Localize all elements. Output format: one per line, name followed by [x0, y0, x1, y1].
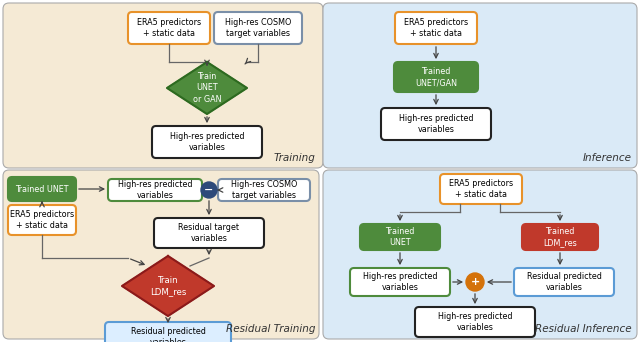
- FancyBboxPatch shape: [350, 268, 450, 296]
- Text: +: +: [470, 277, 479, 287]
- FancyBboxPatch shape: [514, 268, 614, 296]
- FancyBboxPatch shape: [394, 62, 478, 92]
- FancyBboxPatch shape: [381, 108, 491, 140]
- FancyBboxPatch shape: [323, 170, 637, 339]
- Text: Residual predicted
variables: Residual predicted variables: [527, 272, 602, 292]
- FancyBboxPatch shape: [522, 224, 598, 250]
- Text: Residual target
variables: Residual target variables: [179, 223, 239, 243]
- FancyBboxPatch shape: [154, 218, 264, 248]
- Text: Training: Training: [273, 153, 315, 163]
- Text: ERA5 predictors
+ static data: ERA5 predictors + static data: [404, 18, 468, 38]
- Text: Residual Inference: Residual Inference: [536, 324, 632, 334]
- FancyBboxPatch shape: [440, 174, 522, 204]
- Text: High-res predicted
variables: High-res predicted variables: [118, 180, 192, 200]
- FancyBboxPatch shape: [128, 12, 210, 44]
- FancyBboxPatch shape: [3, 3, 323, 168]
- FancyBboxPatch shape: [152, 126, 262, 158]
- FancyBboxPatch shape: [415, 307, 535, 337]
- FancyBboxPatch shape: [214, 12, 302, 44]
- Text: Residual predicted
variables: Residual predicted variables: [131, 327, 205, 342]
- Text: Trained
LDM_res: Trained LDM_res: [543, 227, 577, 247]
- FancyBboxPatch shape: [8, 205, 76, 235]
- FancyBboxPatch shape: [108, 179, 202, 201]
- Text: −: −: [204, 185, 214, 195]
- Text: Trained
UNET: Trained UNET: [385, 227, 415, 247]
- FancyBboxPatch shape: [360, 224, 440, 250]
- Text: High-res predicted
variables: High-res predicted variables: [438, 312, 512, 332]
- FancyBboxPatch shape: [323, 3, 637, 168]
- Text: ERA5 predictors
+ static data: ERA5 predictors + static data: [10, 210, 74, 230]
- Text: Train
LDM_res: Train LDM_res: [150, 276, 186, 296]
- Text: ERA5 predictors
+ static data: ERA5 predictors + static data: [449, 179, 513, 199]
- FancyBboxPatch shape: [8, 177, 76, 201]
- Text: Residual Training: Residual Training: [225, 324, 315, 334]
- Text: High-res predicted
variables: High-res predicted variables: [399, 114, 473, 134]
- Text: ERA5 predictors
+ static data: ERA5 predictors + static data: [137, 18, 201, 38]
- FancyBboxPatch shape: [218, 179, 310, 201]
- Circle shape: [201, 182, 217, 198]
- Polygon shape: [167, 62, 247, 114]
- Polygon shape: [122, 256, 214, 316]
- Text: Train
UNET
or GAN: Train UNET or GAN: [193, 72, 221, 104]
- Circle shape: [466, 273, 484, 291]
- Text: Trained
UNET/GAN: Trained UNET/GAN: [415, 67, 457, 87]
- FancyBboxPatch shape: [395, 12, 477, 44]
- Text: High-res predicted
variables: High-res predicted variables: [170, 132, 244, 152]
- Text: High-res COSMO
target variables: High-res COSMO target variables: [225, 18, 291, 38]
- FancyBboxPatch shape: [3, 170, 319, 339]
- Text: High-res COSMO
target variables: High-res COSMO target variables: [231, 180, 297, 200]
- Text: Inference: Inference: [583, 153, 632, 163]
- Text: Trained UNET: Trained UNET: [15, 184, 68, 194]
- Text: High-res predicted
variables: High-res predicted variables: [363, 272, 437, 292]
- FancyBboxPatch shape: [105, 322, 231, 342]
